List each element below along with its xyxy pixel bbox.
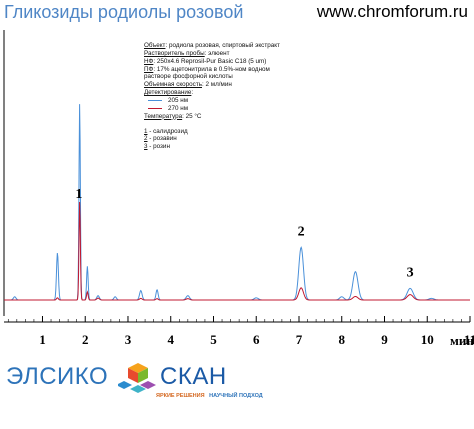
chromatogram-chart: 1 2 3 4 5 6 7 8 9 10 11 123 мин (3, 30, 474, 348)
x-tick-label: 3 (125, 332, 132, 347)
tagline: ЯРКИЕ РЕШЕНИЯ НАУЧНЫЙ ПОДХОД (156, 393, 263, 399)
x-tick-label: 10 (421, 332, 434, 347)
legend-peak-2: 2 - розавин (144, 135, 177, 143)
series-205-swatch (148, 100, 162, 102)
x-tick-label: 9 (381, 332, 388, 347)
peak-label: 1 (75, 187, 82, 202)
brand-right: СКАН (160, 363, 227, 390)
legend-box: Объект: родиола розовая, спиртовый экстр… (144, 42, 280, 151)
x-tick-label: 6 (253, 332, 260, 347)
peak-labels: 1 2 3 (75, 187, 413, 281)
legend-pf-cont: растворе фосфорной кислоты (144, 73, 233, 81)
website-url[interactable]: www.chromforum.ru (316, 2, 468, 21)
x-tick-label: 11 (464, 332, 474, 347)
company-logo: ЭЛСИКО СКАН ЯРКИЕ РЕШЕНИЯ НАУЧНЫЙ ПОДХОД (0, 359, 474, 429)
series-line-270 (4, 202, 470, 301)
peak-label: 2 (298, 224, 305, 239)
legend-peak-3: 3 - розин (144, 143, 170, 151)
brand-left: ЭЛСИКО (6, 363, 109, 390)
legend-series-270: 270 нм (144, 105, 280, 113)
x-axis-label: мин (450, 333, 474, 348)
legend-pf: ПФ: 17% ацетонитрила в 0.5%-ном водном (144, 65, 270, 73)
legend-peak-1: 1 - салидрозид (144, 127, 188, 135)
legend-flow: Объемная скорость: 2 мл/мин (144, 81, 232, 89)
x-tick-label: 7 (296, 332, 303, 347)
legend-detection: Детектирование: (144, 89, 194, 97)
x-tick-label: 1 (39, 332, 46, 347)
chart-title: Гликозиды родиолы розовой (4, 2, 244, 22)
x-tick-label: 2 (82, 332, 89, 347)
legend-object: Объект: родиола розовая, спиртовый экстр… (144, 42, 280, 49)
x-tick-label: 8 (338, 332, 345, 347)
peak-label: 3 (407, 265, 414, 280)
legend-solvent: Растворитель пробы: элюент (144, 49, 230, 57)
cube-logo-icon (118, 363, 156, 393)
x-tick-label: 5 (210, 332, 217, 347)
legend-series-205: 205 нм (144, 97, 280, 105)
x-tick-label: 4 (167, 332, 174, 347)
x-ticks: 1 2 3 4 5 6 7 8 9 10 11 (7, 316, 474, 347)
series-270-swatch (148, 108, 162, 110)
legend-nf: НФ: 250x4.6 Reprosil-Pur Basic C18 (5 um… (144, 57, 267, 65)
legend-temp: Температура: 25 °C (144, 112, 202, 120)
series-layer (4, 104, 470, 301)
